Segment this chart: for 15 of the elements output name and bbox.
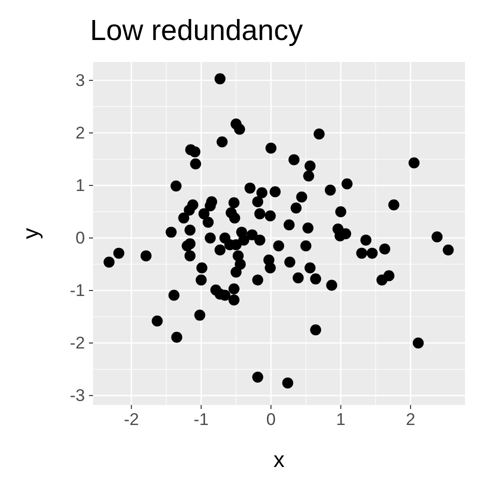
y-tick-label: 1 (76, 176, 85, 195)
x-tick-label: 2 (406, 410, 416, 430)
y-tick-label: 0 (76, 228, 85, 248)
y-tick-label: -3 (70, 386, 85, 405)
y-axis-title: y (18, 228, 43, 239)
x-tick-label: 1 (336, 410, 346, 430)
y-tick-label: 2 (76, 123, 85, 142)
x-tick-label: 0 (266, 410, 276, 430)
y-tick-label: 3 (76, 70, 85, 90)
x-tick-label: -2 (124, 410, 139, 430)
y-tick-label: -1 (70, 280, 85, 300)
chart-title: Low redundancy (90, 15, 304, 47)
y-tick-label: -2 (70, 333, 85, 352)
x-tick-label: -1 (194, 410, 209, 430)
x-axis-title: x (274, 447, 284, 472)
